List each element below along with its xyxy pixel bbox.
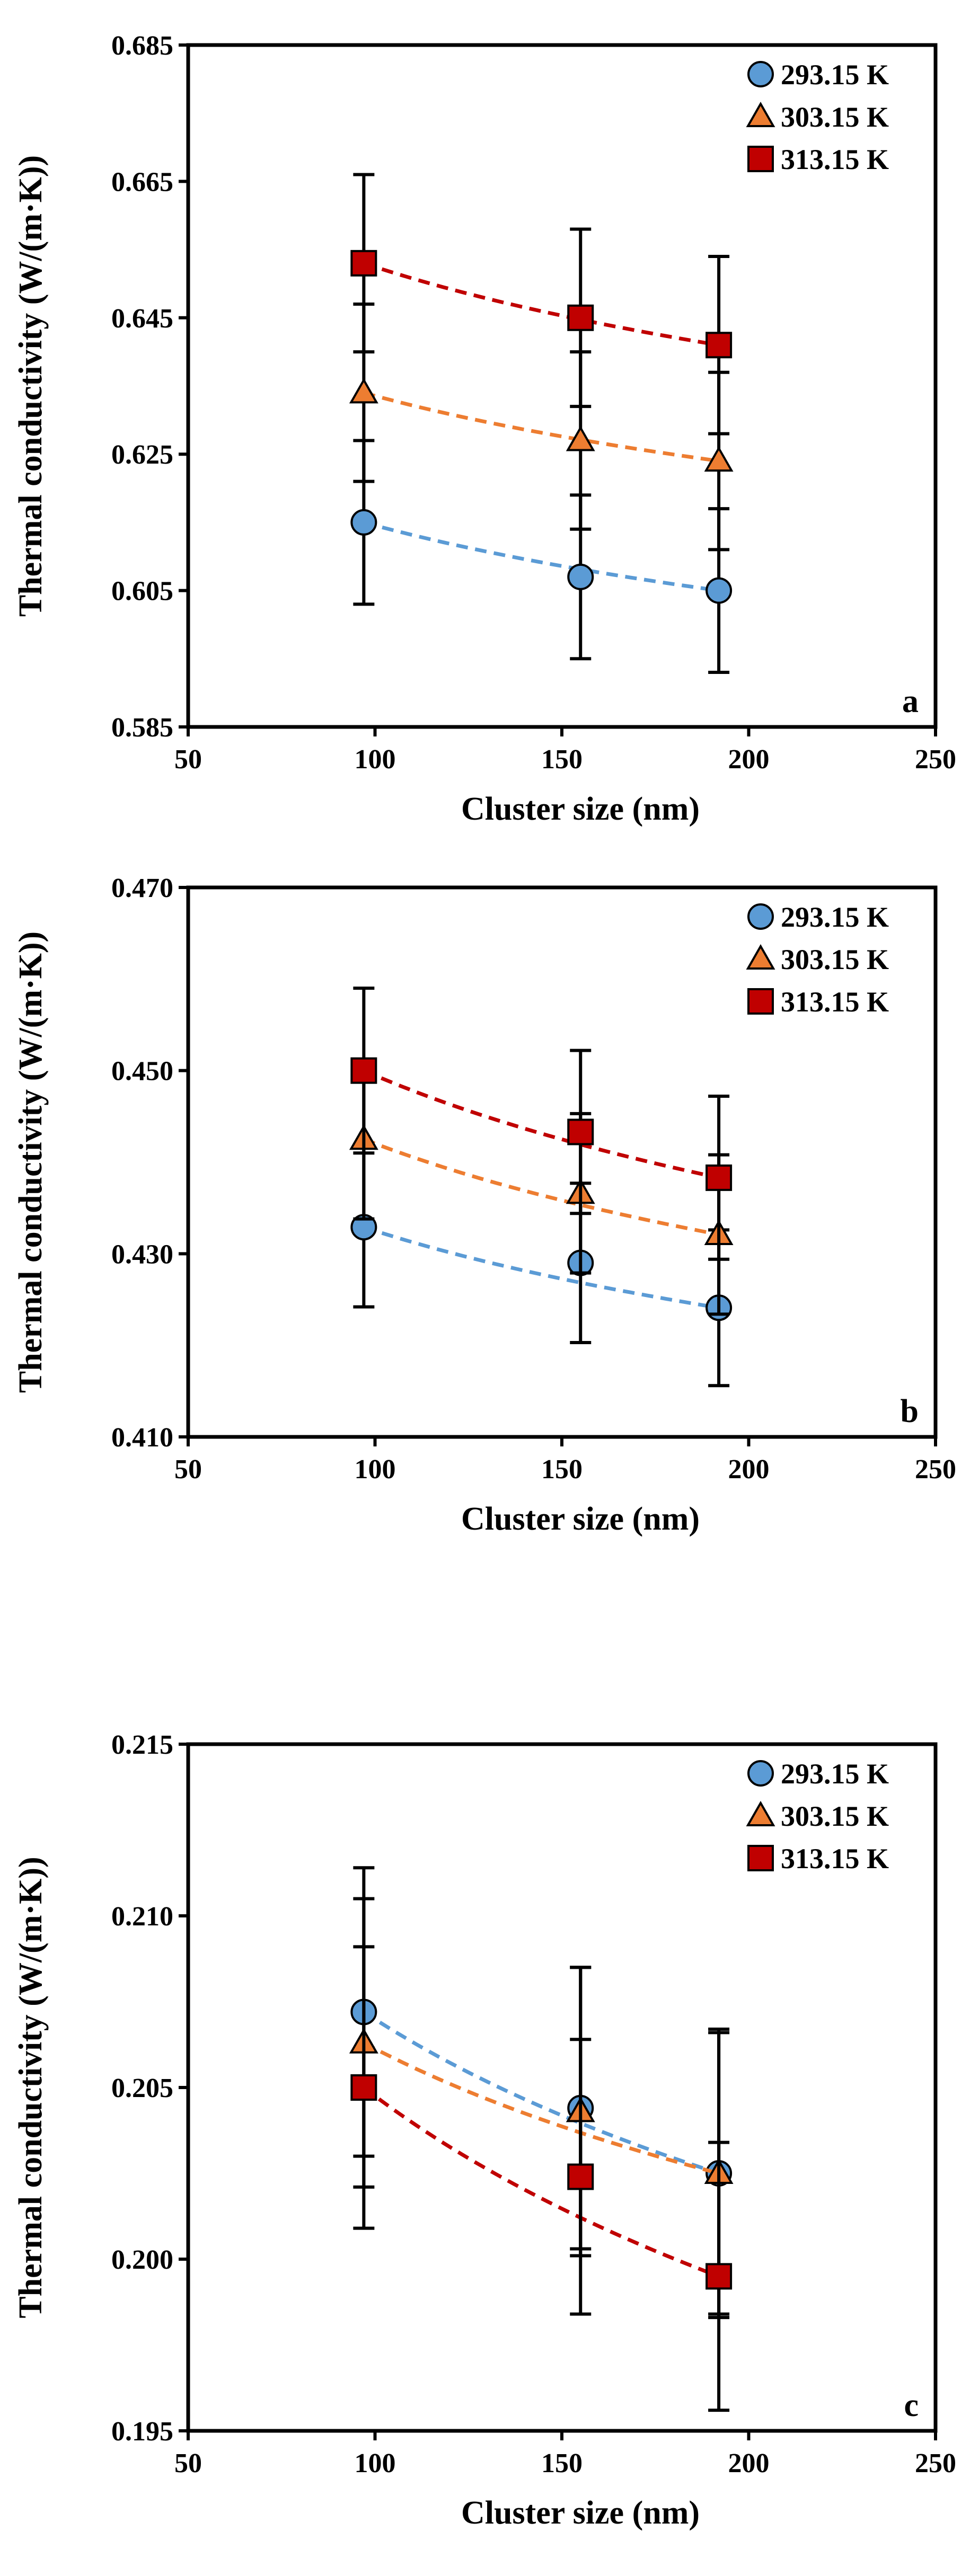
y-axis-title: Thermal conductivity (W/(m·K)) (13, 931, 49, 1393)
legend-label: 313.15 K (781, 986, 889, 1018)
legend-marker (747, 903, 774, 930)
data-point (705, 577, 733, 604)
data-point (705, 1164, 733, 1191)
x-tick-label: 150 (541, 744, 583, 775)
legend-marker (746, 944, 775, 970)
legend-label: 293.15 K (781, 901, 889, 933)
legend-label: 303.15 K (781, 101, 889, 133)
x-tick-label: 250 (915, 744, 956, 775)
data-point (704, 446, 734, 472)
y-tick-label: 0.605 (111, 576, 173, 607)
data-point (350, 1057, 377, 1084)
trend-line (363, 1225, 719, 1310)
y-tick-label: 0.200 (111, 2245, 173, 2275)
y-tick-label: 0.625 (111, 440, 173, 470)
data-point (567, 1118, 594, 1145)
x-tick-label: 150 (541, 1454, 583, 1485)
legend-marker (747, 1760, 774, 1787)
y-tick-label: 0.430 (111, 1239, 173, 1269)
x-tick-label: 50 (174, 2448, 202, 2479)
legend-marker (747, 1845, 774, 1871)
x-tick-label: 50 (174, 744, 202, 775)
panel-label: c (904, 2387, 919, 2423)
legend-marker (747, 146, 774, 172)
legend-label: 293.15 K (781, 59, 889, 91)
x-tick-label: 200 (728, 1454, 770, 1485)
data-point (350, 509, 377, 536)
legend-marker (747, 988, 774, 1015)
x-axis-title: Cluster size (nm) (461, 1501, 700, 1537)
panel-c: 0.195 0.200 0.205 0.210 0.215 50 100 150 200 250 C… (13, 1730, 956, 2531)
x-tick-label: 100 (355, 2448, 396, 2479)
trend-line (363, 391, 719, 463)
legend-label: 313.15 K (781, 1843, 889, 1875)
data-point (566, 425, 595, 451)
trend-line (363, 520, 719, 593)
panel-b: 0.410 0.430 0.450 0.470 50 100 150 200 250 Cluste… (13, 873, 956, 1537)
x-tick-label: 200 (728, 2448, 770, 2479)
x-axis-title: Cluster size (nm) (461, 2495, 700, 2531)
x-tick-label: 50 (174, 1454, 202, 1485)
series-303-15-K: 303.15 K (349, 1800, 889, 2320)
x-tick-label: 150 (541, 2448, 583, 2479)
legend-label: 313.15 K (781, 144, 889, 175)
series-313-15-K: 313.15 K (350, 1843, 889, 2412)
y-tick-label: 0.665 (111, 167, 173, 197)
legend-label: 293.15 K (781, 1758, 889, 1790)
y-tick-label: 0.585 (111, 713, 173, 743)
trend-line (363, 2086, 720, 2278)
series-293-15-K: 293.15 K (350, 1758, 889, 2316)
data-point (705, 2263, 733, 2290)
data-point (705, 332, 733, 359)
data-point (567, 2163, 594, 2190)
y-tick-label: 0.470 (111, 873, 173, 903)
data-point (349, 378, 378, 404)
y-axis-title: Thermal conductivity (W/(m·K)) (13, 1857, 49, 2318)
trend-line (363, 2041, 719, 2175)
data-point (350, 250, 377, 277)
x-axis-title: Cluster size (nm) (461, 791, 700, 827)
y-tick-label: 0.645 (111, 304, 173, 334)
trend-line (363, 261, 719, 347)
panel-label: a (902, 683, 919, 719)
panel-label: b (901, 1393, 919, 1429)
y-tick-label: 0.195 (111, 2417, 173, 2447)
x-tick-label: 100 (355, 744, 396, 775)
series-313-15-K: 313.15 K (350, 144, 889, 436)
x-tick-label: 250 (915, 1454, 956, 1485)
trend-line (363, 1069, 719, 1180)
y-tick-label: 0.685 (111, 31, 173, 61)
x-tick-label: 200 (728, 744, 770, 775)
trend-line (363, 1138, 719, 1237)
y-tick-label: 0.205 (111, 2073, 173, 2103)
y-tick-label: 0.210 (111, 1902, 173, 1932)
x-tick-label: 250 (915, 2448, 956, 2479)
y-tick-label: 0.410 (111, 1423, 173, 1453)
legend-marker (747, 61, 774, 87)
y-tick-label: 0.450 (111, 1056, 173, 1087)
series-313-15-K: 313.15 K (350, 986, 889, 1261)
data-point (350, 2074, 377, 2101)
legend-label: 303.15 K (781, 944, 889, 975)
x-tick-label: 100 (355, 1454, 396, 1485)
legend-label: 303.15 K (781, 1800, 889, 1832)
trend-line (363, 2010, 720, 2175)
data-point (567, 563, 594, 590)
y-tick-label: 0.215 (111, 1730, 173, 1760)
data-point (567, 304, 594, 331)
series-293-15-K: 293.15 K (350, 59, 889, 674)
legend-marker (746, 1800, 775, 1826)
legend-marker (746, 101, 775, 127)
y-axis-title: Thermal conductivity (W/(m·K)) (13, 155, 49, 617)
panel-a: 0.585 0.605 0.625 0.645 0.665 0.685 50 100 150 20… (13, 31, 956, 827)
